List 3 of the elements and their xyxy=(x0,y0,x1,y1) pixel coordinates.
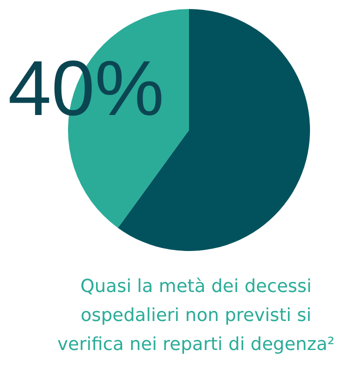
text: Quasi la metà dei decessi xyxy=(80,276,312,297)
text: verifica nei reparti di degenza² xyxy=(57,334,335,355)
text: ospedalieri non previsti si xyxy=(80,305,312,326)
